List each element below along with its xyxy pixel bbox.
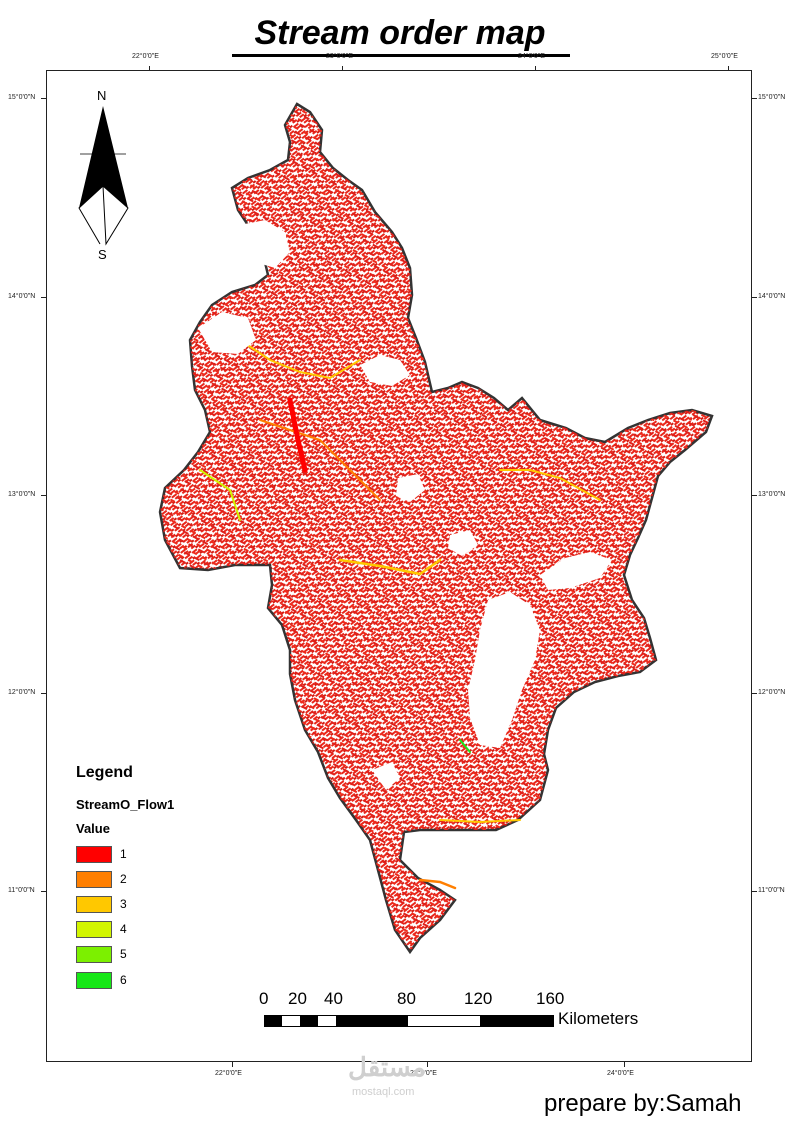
bottom-tick-label: 24°0'0"E <box>607 1070 634 1077</box>
legend-label: 3 <box>120 897 127 911</box>
north-arrow-s-label: S <box>98 247 107 262</box>
north-arrow-icon <box>78 106 129 246</box>
tick-mark <box>624 1062 625 1067</box>
legend-item: 3 <box>76 896 196 914</box>
right-tick-label: 12°0'0"N <box>758 689 786 696</box>
scale-label: 0 <box>259 989 269 1008</box>
legend-label: 5 <box>120 947 127 961</box>
scale-label: 80 <box>397 989 416 1008</box>
tick-mark <box>752 98 757 99</box>
left-tick-label: 13°0'0"N <box>8 491 36 498</box>
tick-mark <box>535 66 536 71</box>
map-title: Stream order map <box>254 14 546 52</box>
tick-mark <box>728 66 729 71</box>
right-tick-label: 14°0'0"N <box>758 293 786 300</box>
legend-title: Legend <box>76 764 133 781</box>
legend-swatch <box>76 896 112 913</box>
legend-swatch <box>76 846 112 863</box>
legend-item: 5 <box>76 946 196 964</box>
legend-field-name: Value <box>76 821 110 836</box>
scale-label: 40 <box>324 989 343 1008</box>
tick-mark <box>41 297 46 298</box>
bottom-tick-label: 22°0'0"E <box>215 1070 242 1077</box>
legend-layer-name: StreamO_Flow1 <box>76 797 175 812</box>
tick-mark <box>41 98 46 99</box>
left-tick-label: 12°0'0"N <box>8 689 36 696</box>
scale-label: 160 <box>536 989 565 1008</box>
legend-label: 2 <box>120 872 127 886</box>
left-tick-label: 15°0'0"N <box>8 94 36 101</box>
legend-item: 2 <box>76 871 196 889</box>
top-tick-label: 22°0'0"E <box>132 53 159 60</box>
legend-swatch <box>76 921 112 938</box>
tick-mark <box>41 495 46 496</box>
higher-order-streams <box>199 339 601 890</box>
scale-label: 20 <box>288 989 307 1008</box>
north-arrow-n-label: N <box>97 88 107 103</box>
tick-mark <box>427 1062 428 1067</box>
tick-mark <box>232 1062 233 1067</box>
top-tick-label: 23°0'0"E <box>326 53 353 60</box>
watermark-sub: mostaql.com <box>352 1086 415 1098</box>
legend-label: 6 <box>120 973 127 987</box>
bottom-tick-label: 23°0'0"E <box>410 1070 437 1077</box>
right-tick-label: 13°0'0"N <box>758 491 786 498</box>
scale-unit: Kilometers <box>558 1009 639 1028</box>
tick-mark <box>752 693 757 694</box>
left-tick-label: 11°0'0"N <box>8 887 35 894</box>
tick-mark <box>752 891 757 892</box>
legend-swatch <box>76 972 112 989</box>
left-tick-label: 14°0'0"N <box>8 293 36 300</box>
tick-mark <box>752 495 757 496</box>
credit-text: prepare by:Samah <box>544 1090 742 1117</box>
legend-item: 1 <box>76 846 196 864</box>
right-tick-label: 11°0'0"N <box>758 887 785 894</box>
legend-label: 4 <box>120 922 127 936</box>
legend-item: 4 <box>76 921 196 939</box>
tick-mark <box>41 693 46 694</box>
legend-swatch <box>76 871 112 888</box>
watermark-text: مستقل <box>348 1052 426 1082</box>
scale-label: 120 <box>464 989 493 1008</box>
no-data-areas <box>198 220 612 790</box>
tick-mark <box>342 66 343 71</box>
legend-label: 1 <box>120 847 127 861</box>
scale-bar-graphic <box>264 1015 554 1027</box>
top-tick-label: 25°0'0"E <box>711 53 738 60</box>
right-tick-label: 15°0'0"N <box>758 94 786 101</box>
tick-mark <box>752 297 757 298</box>
title-underline <box>232 54 570 57</box>
legend-swatch <box>76 946 112 963</box>
legend-item: 6 <box>76 972 196 990</box>
map-frame <box>46 70 752 1062</box>
tick-mark <box>149 66 150 71</box>
stream-network-overlay <box>160 104 712 952</box>
tick-mark <box>41 891 46 892</box>
top-tick-label: 24°0'0"E <box>518 53 545 60</box>
